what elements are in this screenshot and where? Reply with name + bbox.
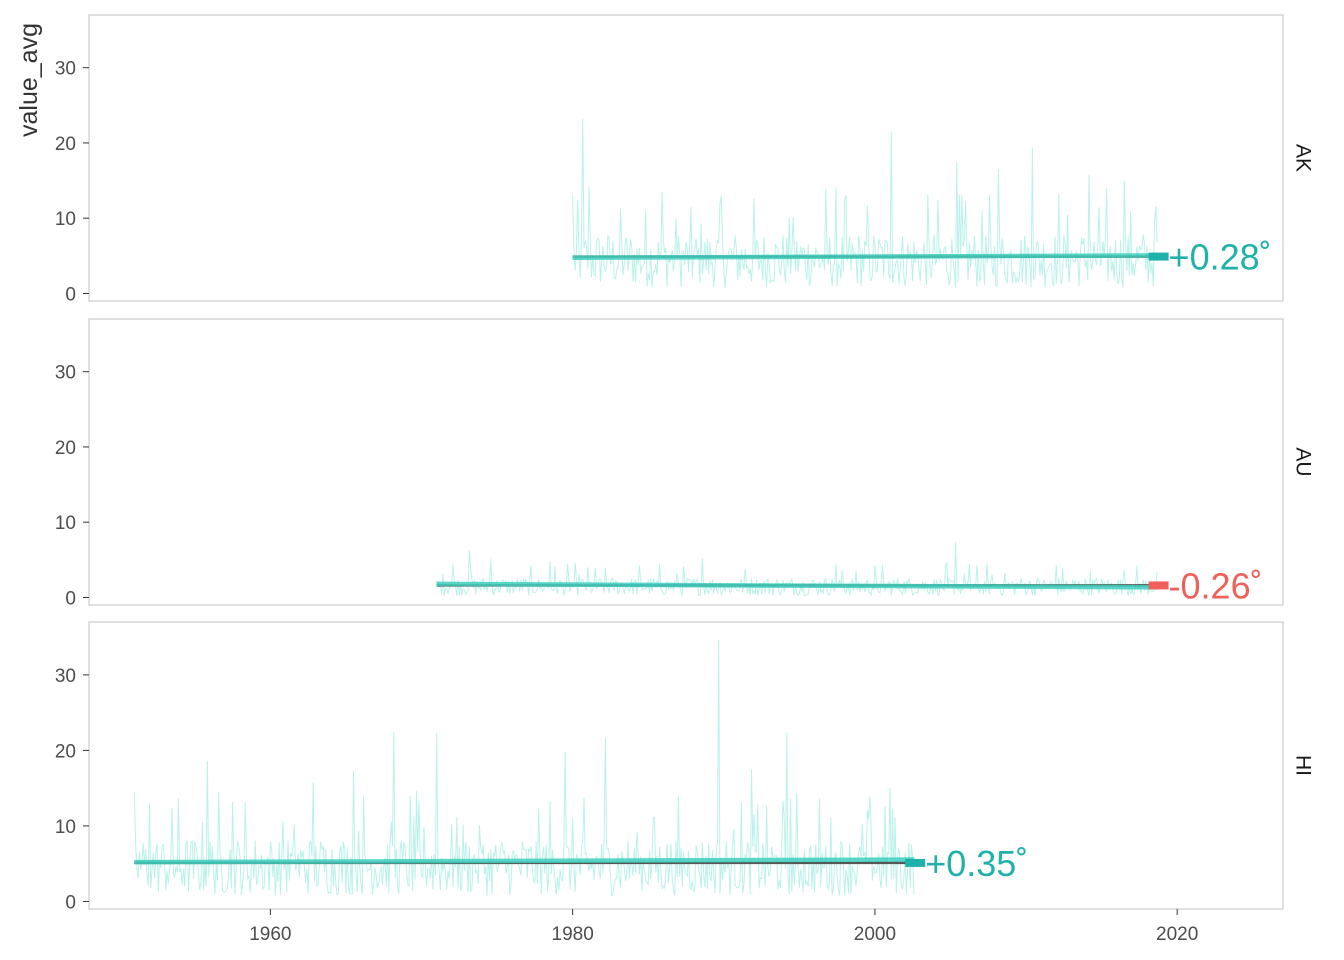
y-tick-label: 20 xyxy=(55,741,76,762)
y-tick-label: 10 xyxy=(55,513,76,534)
change-label: +0.35˚ xyxy=(925,843,1028,884)
change-marker xyxy=(905,858,926,867)
x-tick-label: 2020 xyxy=(1156,924,1198,945)
y-tick-label: 0 xyxy=(65,892,76,913)
change-label: -0.26˚ xyxy=(1169,565,1263,606)
y-tick-label: 20 xyxy=(55,438,76,459)
y-tick-label: 30 xyxy=(55,666,76,687)
panel-border xyxy=(88,318,1284,606)
panel-hi: 0 10 20 30 +0.35˚ HI xyxy=(55,621,1315,913)
y-tick-label: 30 xyxy=(55,59,76,80)
panel-ak: 0 10 20 30 +0.28˚ AK xyxy=(55,14,1315,305)
facet-label-hi: HI xyxy=(1292,755,1315,776)
raw-series-line xyxy=(572,118,1158,289)
x-tick-label: 1960 xyxy=(249,924,291,945)
y-tick-label: 10 xyxy=(55,209,76,230)
change-marker xyxy=(1148,252,1169,261)
x-tick-label: 2000 xyxy=(854,924,896,945)
y-axis-title: value_avg xyxy=(15,23,43,137)
y-tick-label: 10 xyxy=(55,817,76,838)
trend-line xyxy=(436,581,1158,590)
change-marker xyxy=(1148,581,1169,590)
y-tick-label: 0 xyxy=(65,284,76,305)
trend-line xyxy=(572,253,1158,260)
facet-label-au: AU xyxy=(1292,447,1315,476)
panel-border xyxy=(88,14,1284,302)
y-tick-label: 20 xyxy=(55,134,76,155)
panel-border xyxy=(88,621,1284,910)
trend-line xyxy=(134,857,915,865)
y-tick-label: 30 xyxy=(55,363,76,384)
facet-label-ak: AK xyxy=(1292,144,1315,172)
x-tick-label: 1980 xyxy=(552,924,594,945)
change-label: +0.28˚ xyxy=(1169,237,1272,278)
panel-au: 0 10 20 30 -0.26˚ AU xyxy=(55,318,1315,609)
y-tick-label: 0 xyxy=(65,588,76,609)
raw-series-line xyxy=(436,542,1158,597)
raw-series-line xyxy=(133,640,915,897)
